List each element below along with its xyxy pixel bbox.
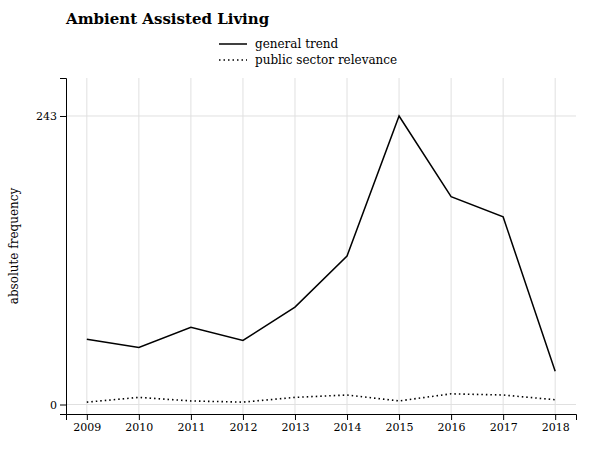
legend-item: general trend — [219, 37, 339, 51]
x-grid-line — [242, 78, 243, 414]
x-tick-label: 2017 — [490, 421, 518, 434]
x-grid-line — [503, 78, 504, 414]
legend-label: public sector relevance — [255, 53, 397, 67]
title: Ambient Assisted Living — [65, 10, 270, 28]
y-axis: 0 243 — [36, 79, 67, 415]
x-tick-mark — [451, 414, 452, 420]
series-line — [87, 116, 555, 371]
y-tick-mark — [60, 116, 66, 117]
x-grid-line — [86, 78, 87, 414]
x-tick: 2010 — [125, 414, 153, 434]
x-grid-line — [294, 78, 295, 414]
y-tick-mark — [60, 405, 66, 406]
x-tick: 2012 — [229, 414, 257, 434]
chart: 2009 2010 2011 2012 2013 2014 2015 2016 2017 2018… — [0, 0, 600, 450]
x-grid-line — [555, 78, 556, 414]
x-tick: 2016 — [438, 414, 466, 434]
x-axis-line — [67, 415, 577, 421]
x-tick-mark — [87, 414, 88, 420]
x-tick-mark — [555, 414, 556, 420]
x-tick-label: 2015 — [386, 421, 414, 434]
x-tick: 2011 — [177, 414, 205, 434]
y-tick: 0 — [50, 399, 66, 412]
lines — [87, 116, 555, 402]
x-tick-label: 2012 — [229, 421, 257, 434]
x-grid-line — [190, 78, 191, 414]
legend-label: general trend — [255, 37, 339, 51]
plot: 2009 2010 2011 2012 2013 2014 2015 2016 2017 2018… — [36, 78, 577, 434]
y-tick-label: 243 — [36, 110, 57, 123]
x-tick-mark — [347, 414, 348, 420]
y-axis-line — [60, 79, 67, 415]
x-tick-mark — [191, 414, 192, 420]
x-tick: 2017 — [490, 414, 518, 434]
x-tick: 2009 — [73, 414, 101, 434]
x-tick-label: 2016 — [438, 421, 466, 434]
x-tick-mark — [399, 414, 400, 420]
x-tick-label: 2009 — [73, 421, 101, 434]
x-tick-mark — [503, 414, 504, 420]
x-tick-mark — [295, 414, 296, 420]
y-tick-label: 0 — [50, 399, 57, 412]
x-tick-label: 2014 — [334, 421, 362, 434]
x-tick-mark — [243, 414, 244, 420]
y-tick: 243 — [36, 110, 66, 123]
x-tick: 2018 — [542, 414, 570, 434]
x-grid-line — [451, 78, 452, 414]
x-tick: 2015 — [386, 414, 414, 434]
x-tick: 2013 — [281, 414, 309, 434]
legend-swatch — [219, 59, 247, 61]
series-line — [87, 394, 555, 402]
x-tick: 2014 — [334, 414, 362, 434]
legend-swatch — [219, 43, 247, 45]
grid — [66, 78, 576, 414]
x-axis: 2009 2010 2011 2012 2013 2014 2015 2016 2017 2018 — [67, 414, 577, 434]
x-grid-line — [138, 78, 139, 414]
x-tick-label: 2011 — [177, 421, 205, 434]
x-tick-label: 2018 — [542, 421, 570, 434]
y-grid-line — [66, 404, 576, 405]
x-tick-label: 2010 — [125, 421, 153, 434]
legend: general trend public sector relevance — [219, 37, 397, 67]
legend-item: public sector relevance — [219, 53, 397, 67]
x-grid-line — [347, 78, 348, 414]
x-grid-line — [399, 78, 400, 414]
x-tick-mark — [139, 414, 140, 420]
x-tick-label: 2013 — [281, 421, 309, 434]
y-axis-label: absolute frequency — [7, 188, 21, 305]
y-grid-line — [66, 115, 576, 116]
